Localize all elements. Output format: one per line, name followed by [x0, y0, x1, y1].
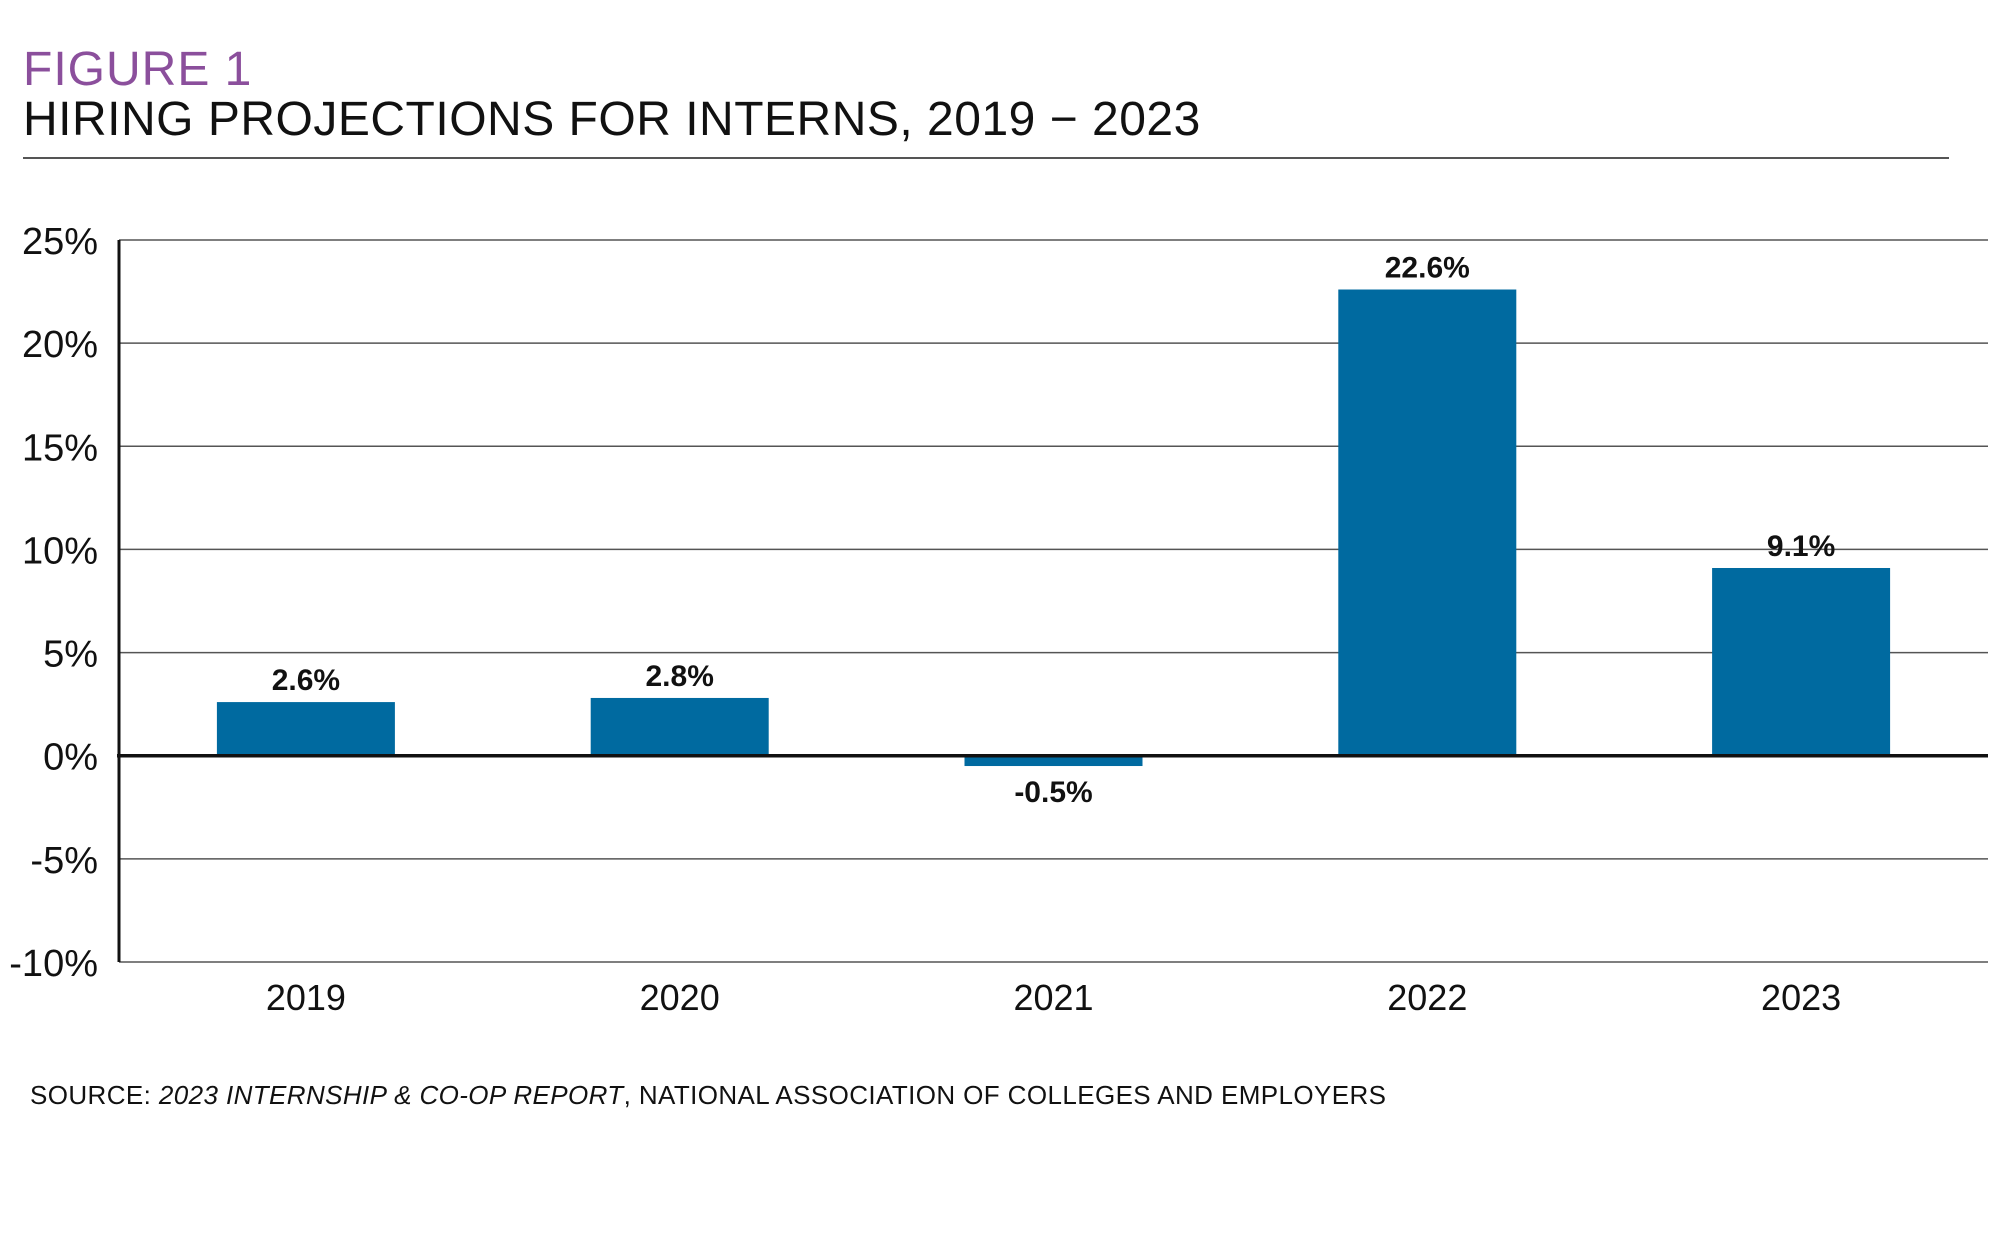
y-tick-label: 20%	[22, 324, 98, 366]
y-tick-label: 25%	[22, 221, 98, 263]
source-note: SOURCE: 2023 INTERNSHIP & CO-OP REPORT, …	[30, 1080, 1386, 1111]
y-tick-label: -5%	[30, 840, 98, 882]
bar	[216, 702, 395, 756]
bar	[964, 755, 1143, 767]
data-label: 9.1%	[1767, 530, 1835, 563]
y-tick-label: 15%	[22, 427, 98, 469]
x-tick-label: 2019	[266, 977, 346, 1018]
data-label: 2.6%	[272, 664, 340, 697]
figure-label: FIGURE 1	[23, 43, 253, 96]
source-publisher: , NATIONAL ASSOCIATION OF COLLEGES AND E…	[623, 1080, 1387, 1110]
source-report-title: 2023 INTERNSHIP & CO-OP REPORT	[158, 1080, 624, 1110]
x-tick-label: 2023	[1761, 977, 1841, 1018]
x-tick-label: 2021	[1013, 977, 1093, 1018]
y-tick-label: 10%	[22, 530, 98, 572]
source-prefix: SOURCE:	[30, 1080, 159, 1110]
chart-title: HIRING PROJECTIONS FOR INTERNS, 2019 − 2…	[23, 93, 1201, 146]
data-label: -0.5%	[1014, 776, 1092, 809]
y-tick-label: 5%	[43, 634, 98, 676]
y-tick-label: -10%	[9, 943, 98, 985]
title-divider	[23, 157, 1949, 159]
data-label: 22.6%	[1385, 252, 1470, 285]
x-tick-label: 2022	[1387, 977, 1467, 1018]
y-tick-label: 0%	[43, 737, 98, 779]
x-tick-label: 2020	[640, 977, 720, 1018]
data-label: 2.8%	[646, 660, 714, 693]
bar	[1338, 289, 1517, 756]
bar	[590, 697, 769, 756]
bar	[1712, 567, 1891, 756]
